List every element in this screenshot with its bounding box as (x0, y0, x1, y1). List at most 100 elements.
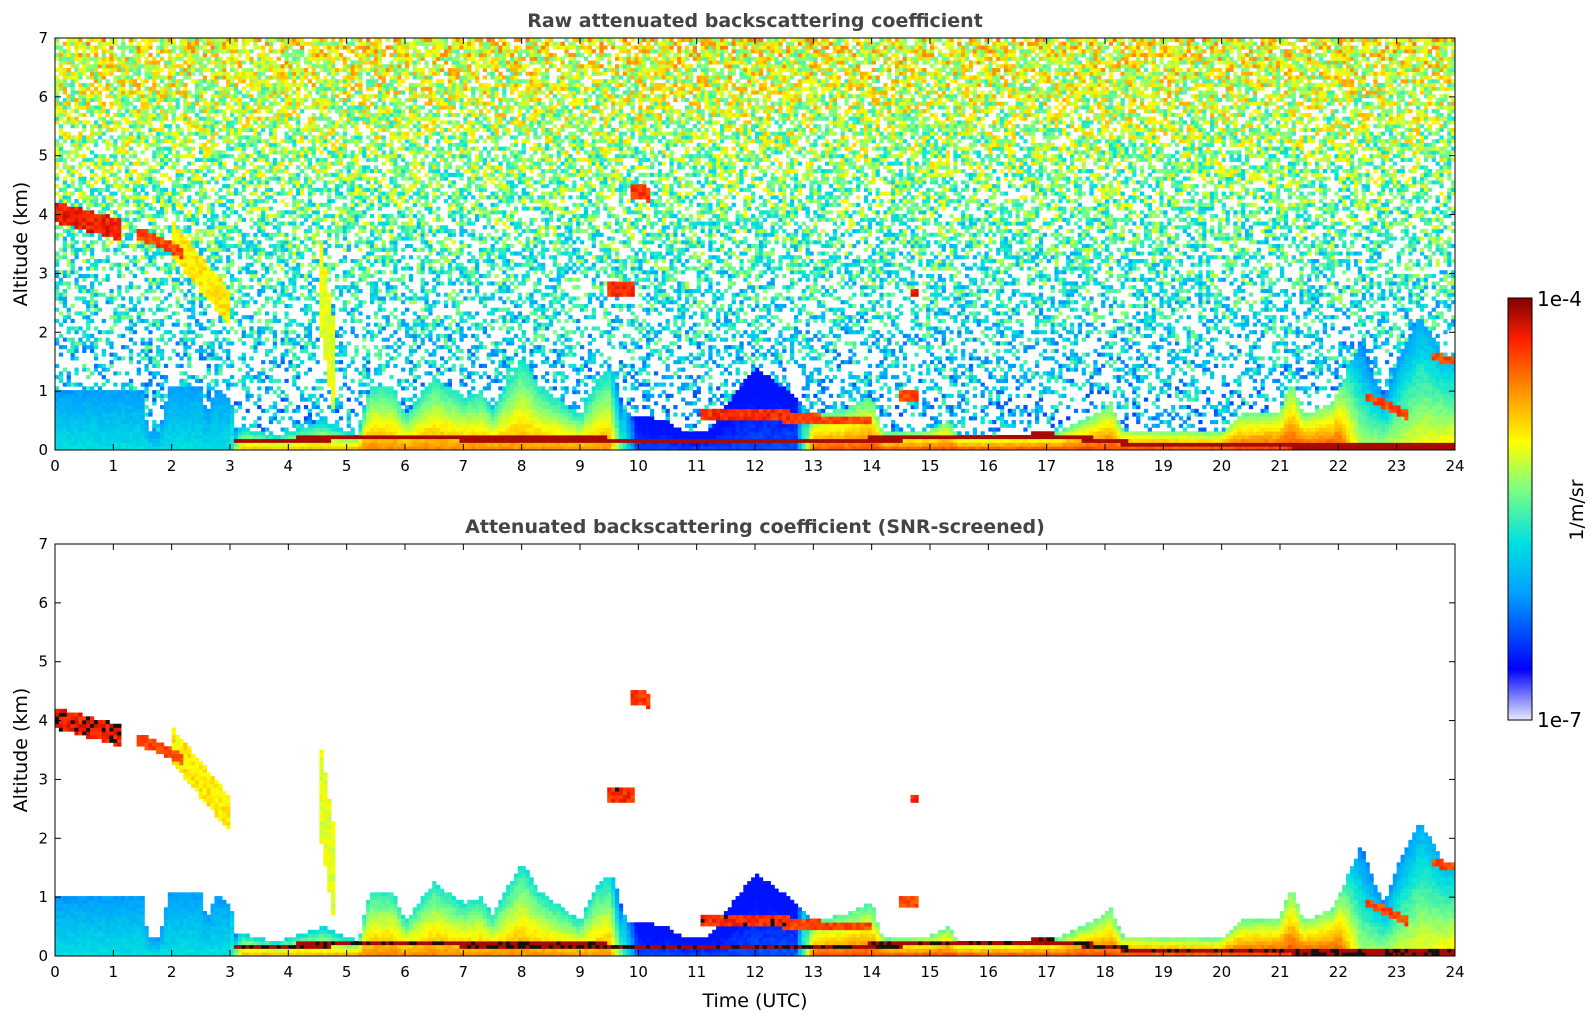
heatmap-cell (67, 45, 71, 49)
heatmap-cell (117, 390, 121, 394)
heatmap-cell (86, 53, 90, 57)
heatmap-cell (71, 237, 75, 241)
heatmap-cell (67, 207, 71, 211)
heatmap-cell (102, 139, 106, 143)
heatmap-cell (63, 401, 67, 405)
heatmap-cell (102, 68, 106, 72)
heatmap-cell (74, 431, 78, 435)
heatmap-cell (113, 75, 117, 79)
heatmap-cell (98, 386, 102, 390)
heatmap-cell (129, 330, 133, 334)
heatmap-cell (102, 165, 106, 169)
heatmap-cell (125, 222, 129, 226)
heatmap-cell (102, 42, 106, 46)
heatmap-cell (98, 229, 102, 233)
heatmap-cell (129, 139, 133, 143)
heatmap-cell (90, 240, 94, 244)
heatmap-cell (106, 57, 110, 61)
heatmap-cell (59, 210, 63, 214)
heatmap-cell (82, 364, 86, 368)
heatmap-cell (106, 128, 110, 132)
heatmap-cell (63, 413, 67, 417)
heatmap-cell (90, 443, 94, 447)
heatmap-cell (133, 218, 137, 222)
heatmap-cell (63, 270, 67, 274)
heatmap-cell (94, 398, 98, 402)
heatmap-cell (125, 203, 129, 207)
heatmap-cell (125, 266, 129, 270)
heatmap-cell (109, 72, 113, 76)
heatmap-cell (133, 248, 137, 252)
heatmap-cell (55, 289, 59, 293)
heatmap-cell (102, 244, 106, 248)
heatmap-cell (125, 289, 129, 293)
heatmap-cell (109, 296, 113, 300)
heatmap-cell (78, 90, 82, 94)
heatmap-cell (78, 225, 82, 229)
heatmap-cell (121, 416, 125, 420)
heatmap-cell (113, 398, 117, 402)
heatmap-cell (113, 143, 117, 147)
heatmap-cell (74, 248, 78, 252)
heatmap-cell (98, 420, 102, 424)
heatmap-cell (74, 311, 78, 315)
heatmap-cell (74, 117, 78, 121)
heatmap-cell (78, 409, 82, 413)
heatmap-cell (67, 375, 71, 379)
heatmap-cell (98, 210, 102, 214)
heatmap-cell (125, 416, 129, 420)
heatmap-cell (59, 105, 63, 109)
heatmap-cell (113, 79, 117, 83)
heatmap-cell (106, 83, 110, 87)
heatmap-cell (133, 398, 137, 402)
heatmap-cell (71, 420, 75, 424)
heatmap-cell (63, 345, 67, 349)
heatmap-cell (129, 113, 133, 117)
heatmap-cell (90, 439, 94, 443)
heatmap-cell (74, 428, 78, 432)
heatmap-cell (98, 439, 102, 443)
heatmap-cell (86, 409, 90, 413)
heatmap-cell (71, 120, 75, 124)
heatmap-cell (102, 154, 106, 158)
heatmap-cell (74, 368, 78, 372)
heatmap-cell (82, 139, 86, 143)
heatmap-cell (109, 60, 113, 64)
heatmap-cell (71, 353, 75, 357)
heatmap-cell (67, 349, 71, 353)
heatmap-cell (125, 165, 129, 169)
heatmap-cell (63, 248, 67, 252)
heatmap-cell (90, 394, 94, 398)
heatmap-cell (63, 338, 67, 342)
heatmap-cell (63, 90, 67, 94)
heatmap-cell (67, 60, 71, 64)
heatmap-cell (106, 330, 110, 334)
heatmap-cell (82, 57, 86, 61)
heatmap-cell (113, 38, 117, 42)
heatmap-cell (59, 72, 63, 76)
heatmap-cell (129, 135, 133, 139)
heatmap-cell (78, 311, 82, 315)
heatmap-cell (71, 341, 75, 345)
heatmap-cell (109, 420, 113, 424)
heatmap-cell (121, 195, 125, 199)
heatmap-cell (106, 390, 110, 394)
heatmap-cell (78, 248, 82, 252)
heatmap-cell (125, 405, 129, 409)
heatmap-cell (94, 383, 98, 387)
heatmap-cell (129, 75, 133, 79)
heatmap-cell (86, 68, 90, 72)
heatmap-cell (133, 390, 137, 394)
heatmap-cell (102, 53, 106, 57)
heatmap-cell (59, 435, 63, 439)
heatmap-cell (113, 296, 117, 300)
heatmap-cell (117, 45, 121, 49)
heatmap-cell (90, 139, 94, 143)
raw-heatmap (55, 38, 1455, 450)
heatmap-cell (109, 210, 113, 214)
heatmap-cell (106, 274, 110, 278)
heatmap-cell (129, 154, 133, 158)
heatmap-cell (67, 401, 71, 405)
heatmap-cell (71, 222, 75, 226)
heatmap-cell (78, 401, 82, 405)
